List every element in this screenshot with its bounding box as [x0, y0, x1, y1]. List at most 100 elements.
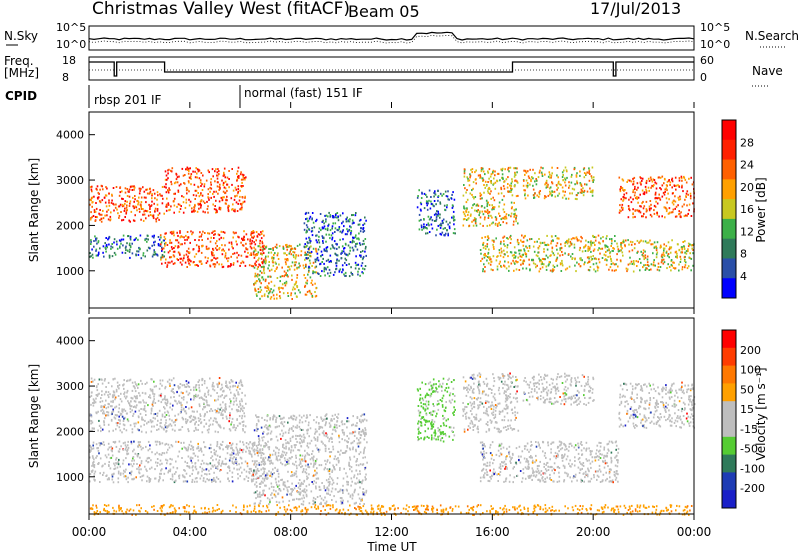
power-cell — [294, 261, 296, 264]
velocity-cell — [357, 464, 360, 467]
power-cell — [190, 230, 192, 233]
power-cell — [482, 167, 484, 170]
power-cell — [651, 184, 653, 187]
power-cell — [634, 185, 636, 188]
power-cell — [499, 224, 502, 226]
power-cell — [310, 250, 313, 253]
power-cell — [95, 237, 98, 240]
power-cell — [471, 193, 473, 196]
velocity-cell — [235, 462, 237, 464]
power-cell — [129, 235, 132, 238]
power-cell — [203, 183, 206, 186]
velocity-cell — [255, 444, 258, 447]
power-cell — [428, 218, 431, 221]
power-cell — [547, 264, 550, 267]
power-cell — [232, 231, 235, 234]
power-cell — [204, 202, 206, 204]
power-cell — [609, 252, 611, 255]
power-cell — [326, 250, 328, 253]
power-cell — [257, 251, 260, 254]
velocity-cell — [318, 425, 321, 428]
power-cell — [90, 243, 92, 245]
power-cell — [158, 218, 160, 221]
power-cell — [204, 211, 206, 214]
power-cell — [215, 199, 217, 202]
power-cell — [650, 178, 652, 181]
velocity-cell — [163, 406, 165, 409]
velocity-cell — [178, 387, 180, 390]
power-cell — [655, 187, 658, 190]
power-cell — [663, 193, 666, 196]
power-cell — [97, 254, 99, 257]
velocity-cell — [216, 445, 218, 448]
velocity-cell — [107, 406, 110, 409]
velocity-cell — [154, 453, 157, 456]
power-cell — [623, 240, 625, 243]
velocity-cell — [96, 395, 99, 397]
velocity-cell — [167, 471, 169, 474]
power-cell — [232, 236, 234, 239]
power-cell — [464, 187, 466, 190]
power-cell — [500, 240, 502, 243]
power-cell — [481, 257, 484, 260]
power-cell — [573, 246, 576, 249]
power-cell — [283, 275, 285, 278]
power-cell — [654, 205, 657, 208]
power-cbar-tick: 8 — [740, 248, 747, 261]
power-cell — [305, 263, 307, 266]
power-cell — [642, 215, 644, 218]
power-cell — [488, 248, 490, 251]
power-cell — [285, 282, 288, 285]
power-cell — [224, 244, 226, 247]
velocity-cell — [216, 467, 219, 470]
velocity-cell — [93, 401, 95, 404]
velocity-cell — [91, 429, 93, 432]
power-cell — [559, 183, 561, 186]
velocity-cell — [356, 477, 358, 480]
power-cell — [238, 236, 240, 239]
power-cell — [680, 216, 682, 219]
power-cell — [112, 202, 114, 205]
power-cell — [257, 288, 260, 291]
velocity-cell — [349, 448, 352, 451]
power-cell — [358, 267, 360, 270]
velocity-cell — [233, 467, 235, 470]
power-cell — [659, 244, 662, 247]
power-cell — [487, 171, 490, 174]
power-cell — [640, 239, 642, 242]
power-cell — [177, 241, 180, 244]
velocity-cell — [197, 472, 199, 475]
velocity-cell — [167, 411, 170, 414]
power-cell — [105, 237, 107, 239]
power-cell — [96, 242, 98, 245]
power-cell — [153, 236, 155, 239]
power-cell — [260, 252, 262, 255]
velocity-cell — [175, 460, 177, 463]
power-cell — [552, 269, 554, 272]
power-cell — [156, 191, 159, 194]
power-cell — [561, 196, 564, 199]
power-cell — [564, 184, 567, 187]
power-cell — [233, 232, 236, 235]
velocity-cell — [240, 398, 243, 401]
power-cell — [138, 187, 141, 190]
power-cell — [102, 251, 104, 254]
velocity-cell — [226, 384, 228, 387]
velocity-cell — [129, 404, 131, 407]
velocity-cell — [174, 414, 176, 417]
velocity-scatter — [89, 372, 696, 516]
power-cell — [95, 254, 98, 257]
power-cell — [236, 170, 239, 173]
power-cell — [362, 255, 365, 258]
power-cell — [275, 268, 278, 270]
velocity-cell — [147, 420, 150, 423]
power-cell — [187, 260, 190, 263]
power-cell — [483, 263, 485, 266]
velocity-cell — [174, 419, 177, 422]
power-cell — [124, 207, 126, 210]
power-cell — [187, 247, 190, 250]
power-cell — [325, 214, 328, 217]
power-cell — [233, 209, 235, 212]
power-cell — [595, 258, 598, 261]
power-cell — [533, 240, 536, 243]
